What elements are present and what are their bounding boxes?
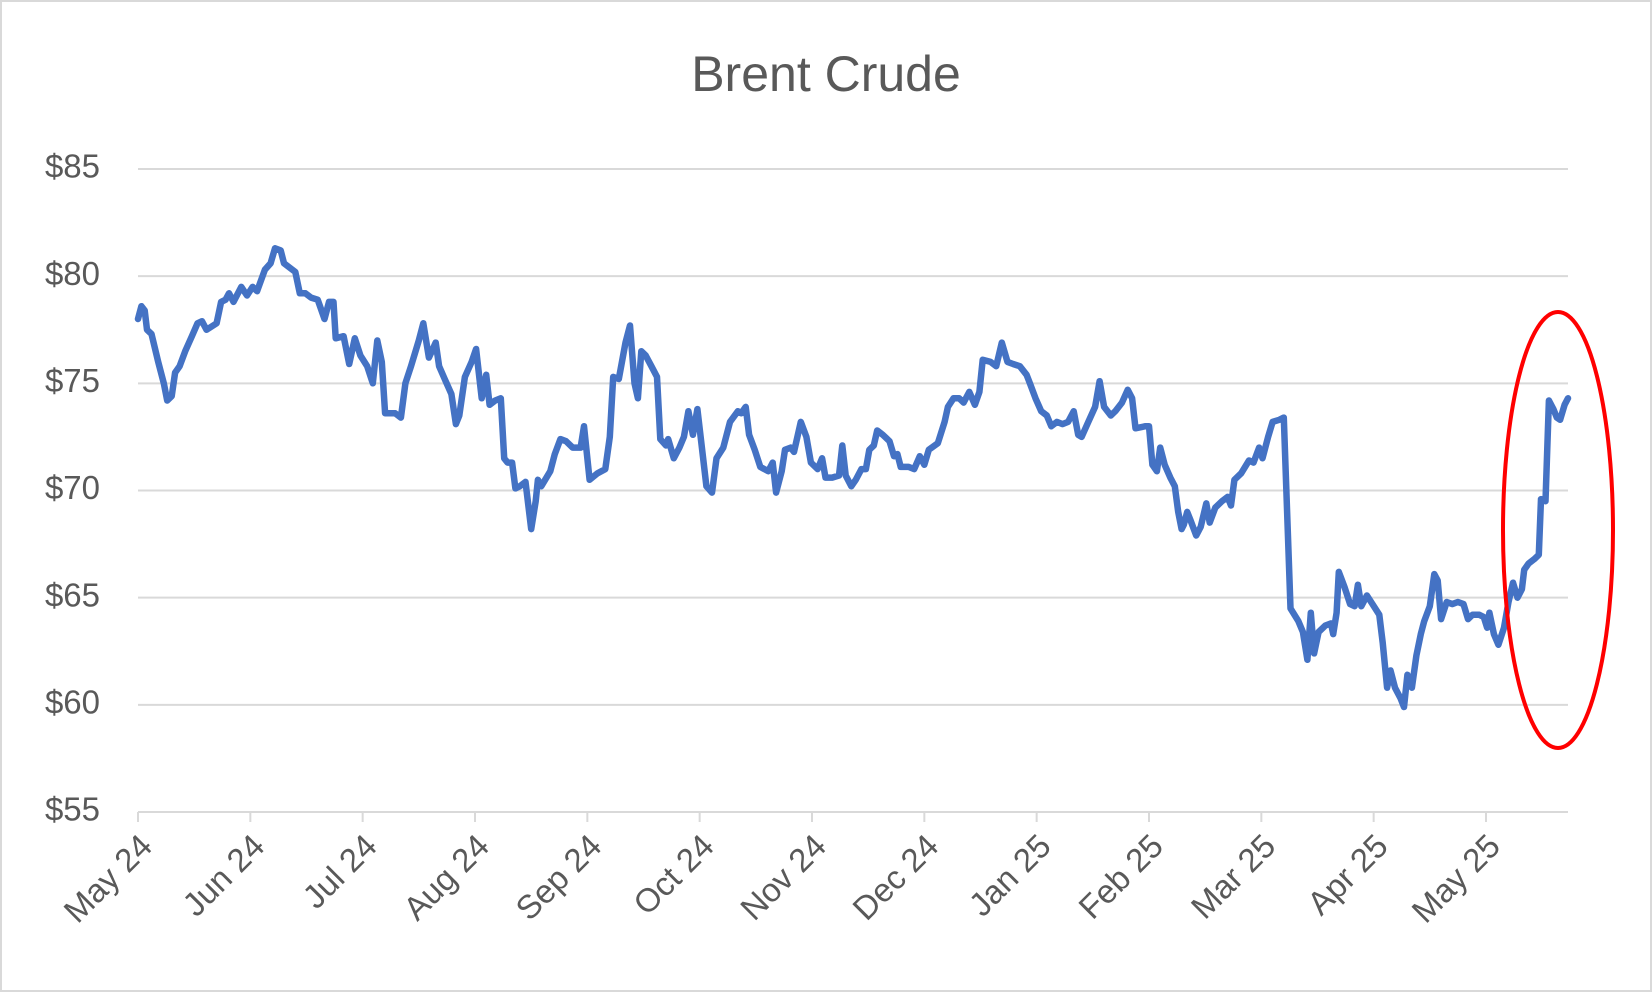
y-tick-label: $70	[45, 469, 100, 506]
y-tick-label: $85	[45, 148, 100, 185]
y-tick-label: $80	[45, 255, 100, 292]
chart-title: Brent Crude	[691, 46, 961, 102]
y-tick-label: $75	[45, 362, 100, 399]
highlight-ellipse	[1501, 310, 1615, 750]
plot	[134, 245, 1572, 711]
y-tick-label: $60	[45, 684, 100, 721]
y-tick-label: $65	[45, 576, 100, 613]
line-series	[134, 245, 1572, 711]
y-tick-label: $55	[45, 791, 100, 828]
